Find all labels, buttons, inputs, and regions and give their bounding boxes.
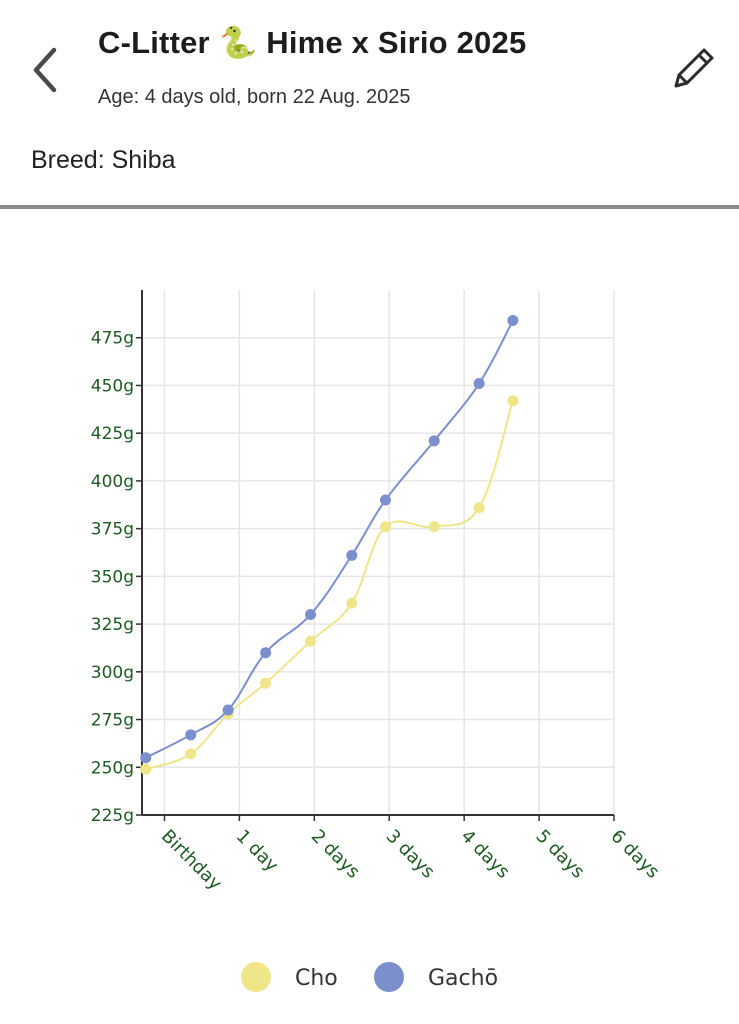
pencil-icon xyxy=(674,48,714,88)
litter-age: Age: 4 days old, born 22 Aug. 2025 xyxy=(98,86,411,108)
data-point-cho xyxy=(346,597,358,609)
y-tick-label: 250g xyxy=(91,758,134,778)
y-tick-label: 475g xyxy=(91,329,134,349)
legend-marker-gach- xyxy=(374,962,404,992)
data-point-gach- xyxy=(379,494,391,506)
y-tick-label: 375g xyxy=(91,520,134,540)
x-tick-label: 5 days xyxy=(532,826,589,883)
data-point-cho xyxy=(305,635,317,647)
y-tick-label: 350g xyxy=(91,567,134,587)
data-point-gach- xyxy=(305,609,317,621)
data-point-cho xyxy=(260,677,272,689)
weight-chart: 225g 250g 275g 300g 325g 350g 375g 400g 425g 450g… xyxy=(91,290,664,992)
litter-header: C-Litter 🐍 Hime x Sirio 2025 Age: 4 days… xyxy=(0,0,739,210)
data-point-cho xyxy=(473,502,485,514)
header-divider xyxy=(0,205,739,209)
legend-label-cho: Cho xyxy=(295,966,338,991)
y-tick-label: 425g xyxy=(91,424,134,444)
data-point-gach- xyxy=(507,315,519,327)
data-point-gach- xyxy=(222,704,234,716)
data-point-gach- xyxy=(346,549,358,561)
data-point-gach- xyxy=(473,378,485,390)
data-point-gach- xyxy=(428,435,440,447)
legend-marker-cho xyxy=(241,962,271,992)
y-tick-label: 225g xyxy=(91,806,134,826)
grid-lines xyxy=(142,290,615,815)
data-point-cho xyxy=(140,763,152,775)
x-tick-label: 3 days xyxy=(382,826,439,883)
x-tick-label: 2 days xyxy=(307,826,364,883)
y-tick-label: 400g xyxy=(91,472,134,492)
data-point-gach- xyxy=(260,647,272,659)
y-tick-label: 450g xyxy=(91,376,134,396)
breed-label: Breed: Shiba xyxy=(31,146,176,174)
data-point-cho xyxy=(185,748,197,760)
legend-label-gach-: Gachō xyxy=(428,966,498,991)
edit-button[interactable] xyxy=(668,42,720,94)
y-tick-label: 300g xyxy=(91,663,134,683)
data-point-cho xyxy=(379,521,391,533)
x-tick-label: 1 day xyxy=(232,826,283,877)
page-title: C-Litter 🐍 Hime x Sirio 2025 xyxy=(98,25,527,60)
data-point-cho xyxy=(507,395,519,407)
series-line-cho xyxy=(145,400,514,771)
chevron-left-icon xyxy=(33,47,57,93)
y-tick-label: 275g xyxy=(91,711,134,731)
data-point-gach- xyxy=(140,752,152,764)
x-tick-label: Birthday xyxy=(157,826,226,895)
x-tick-label: 6 days xyxy=(606,826,663,883)
back-button[interactable] xyxy=(22,42,70,98)
data-point-cho xyxy=(428,521,440,533)
series-line-gach- xyxy=(145,320,514,759)
x-tick-label: 4 days xyxy=(457,826,514,883)
data-point-gach- xyxy=(185,729,197,741)
y-tick-label: 325g xyxy=(91,615,134,635)
